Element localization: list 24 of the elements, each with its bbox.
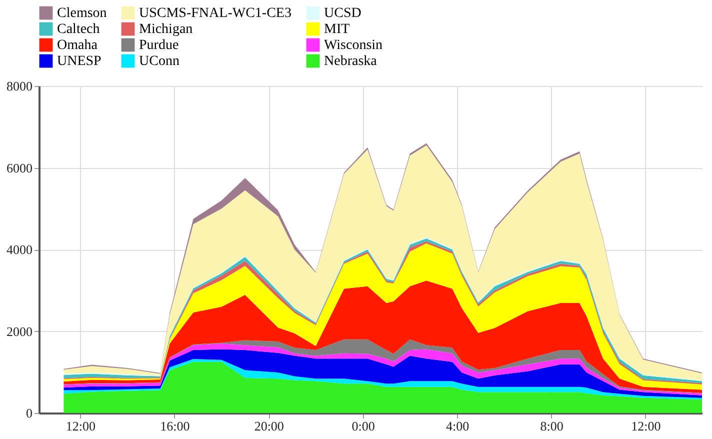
y-tick-label: 4000 bbox=[6, 242, 32, 257]
legend-label: Caltech bbox=[57, 22, 100, 37]
legend-label: UNESP bbox=[57, 54, 102, 69]
legend-label: MIT bbox=[324, 22, 350, 37]
legend-label: USCMS-FNAL-WC1-CE3 bbox=[139, 6, 292, 21]
legend-label: Michigan bbox=[139, 22, 193, 37]
x-tick-label: 4:00 bbox=[446, 418, 470, 434]
legend-label: UCSD bbox=[324, 6, 362, 21]
legend-label: Clemson bbox=[57, 6, 107, 21]
x-tick-label: 12:00 bbox=[66, 418, 96, 434]
y-tick-label: 6000 bbox=[6, 160, 32, 176]
legend-label: Purdue bbox=[139, 38, 179, 53]
x-tick-label: 16:00 bbox=[160, 418, 190, 434]
legend-label: Wisconsin bbox=[324, 38, 383, 53]
x-tick-label: 20:00 bbox=[254, 418, 284, 434]
x-tick-label: 12:00 bbox=[631, 418, 661, 434]
y-tick-label: 2000 bbox=[6, 324, 32, 339]
y-tick-label: 8000 bbox=[6, 78, 32, 94]
x-tick-label: 8:00 bbox=[540, 418, 564, 434]
legend-label: UConn bbox=[139, 54, 180, 69]
x-tick-label: 0:00 bbox=[352, 418, 375, 434]
legend-label: Omaha bbox=[57, 38, 98, 53]
y-tick-label: 0 bbox=[26, 406, 32, 420]
legend-label: Nebraska bbox=[324, 54, 378, 69]
